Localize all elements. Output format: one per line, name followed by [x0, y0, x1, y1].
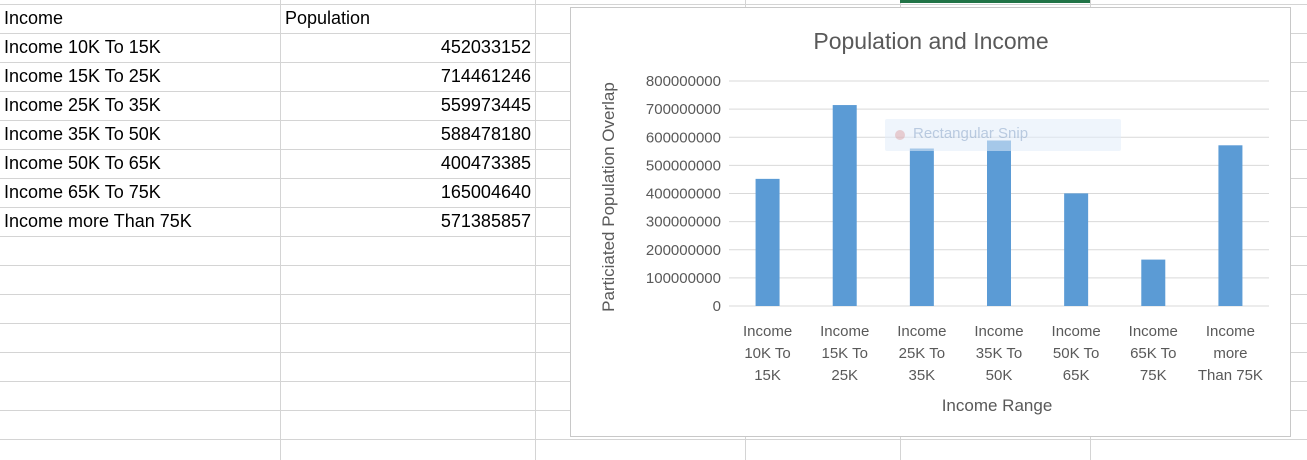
y-tick-label: 0 — [713, 298, 721, 315]
y-axis-ticks: 0 100000000 200000000 300000000 400000000 500… — [646, 73, 721, 315]
bar — [755, 178, 780, 306]
income-cell[interactable]: Income 15K To 25K — [4, 66, 161, 86]
y-tick-label: 100000000 — [646, 270, 721, 287]
income-cell[interactable]: Income 65K To 75K — [4, 182, 161, 202]
population-cell[interactable]: 559973445 — [440, 95, 531, 115]
y-tick-label: 200000000 — [646, 242, 721, 259]
rectangular-snip-overlay: Rectangular Snip — [885, 119, 1121, 151]
selected-cell-border — [900, 0, 1090, 3]
bar — [1064, 193, 1089, 306]
x-axis-ticks: Income 10K To 15K Income 15K To 25K Income 25K … — [743, 323, 1263, 384]
income-cell[interactable]: Income 50K To 65K — [4, 153, 161, 173]
x-tick-label: Income 25K To 35K — [897, 323, 946, 384]
column-divider — [280, 0, 281, 460]
y-tick-label: 500000000 — [646, 157, 721, 174]
population-cell[interactable]: 452033152 — [440, 37, 531, 57]
chart-object[interactable]: Population and Income 0 100000000 20000000… — [570, 7, 1291, 437]
row-divider — [0, 439, 1307, 440]
x-tick-label: Income more Than 75K — [1198, 323, 1263, 384]
y-axis-label: Particiated Population Overlap — [599, 82, 618, 312]
population-cell[interactable]: 588478180 — [440, 124, 531, 144]
record-icon — [895, 130, 905, 140]
population-cell[interactable]: 165004640 — [440, 182, 531, 202]
bar — [909, 148, 934, 306]
snip-label: Rectangular Snip — [913, 125, 1029, 142]
row-divider — [0, 4, 1307, 5]
population-cell[interactable]: 400473385 — [440, 153, 531, 173]
x-tick-label: Income 50K To 65K — [1052, 323, 1101, 384]
income-cell[interactable]: Income more Than 75K — [4, 211, 192, 231]
bar — [1141, 259, 1166, 306]
x-tick-label: Income 15K To 25K — [820, 323, 869, 384]
y-tick-label: 600000000 — [646, 129, 721, 146]
bar — [832, 105, 857, 307]
population-cell[interactable]: 571385857 — [440, 211, 531, 231]
income-cell[interactable]: Income 25K To 35K — [4, 95, 161, 115]
y-tick-label: 800000000 — [646, 73, 721, 90]
income-cell[interactable]: Income 10K To 15K — [4, 37, 161, 57]
bars — [755, 105, 1243, 307]
bar — [1218, 145, 1243, 306]
y-tick-label: 700000000 — [646, 101, 721, 118]
bar-chart: Population and Income 0 100000000 20000000… — [599, 28, 1269, 415]
bar — [987, 140, 1011, 306]
header-cell-income[interactable]: Income — [4, 8, 64, 28]
x-tick-label: Income 35K To 50K — [974, 323, 1023, 384]
header-cell-population[interactable]: Population — [285, 8, 371, 28]
y-tick-label: 400000000 — [646, 186, 721, 203]
y-tick-label: 300000000 — [646, 214, 721, 231]
income-cell[interactable]: Income 35K To 50K — [4, 124, 161, 144]
x-tick-label: Income 10K To 15K — [743, 323, 792, 384]
population-cell[interactable]: 714461246 — [440, 66, 531, 86]
x-axis-label: Income Range — [942, 396, 1053, 415]
chart-title[interactable]: Population and Income — [813, 28, 1048, 54]
column-divider — [535, 0, 536, 460]
x-tick-label: Income 65K To 75K — [1129, 323, 1178, 384]
